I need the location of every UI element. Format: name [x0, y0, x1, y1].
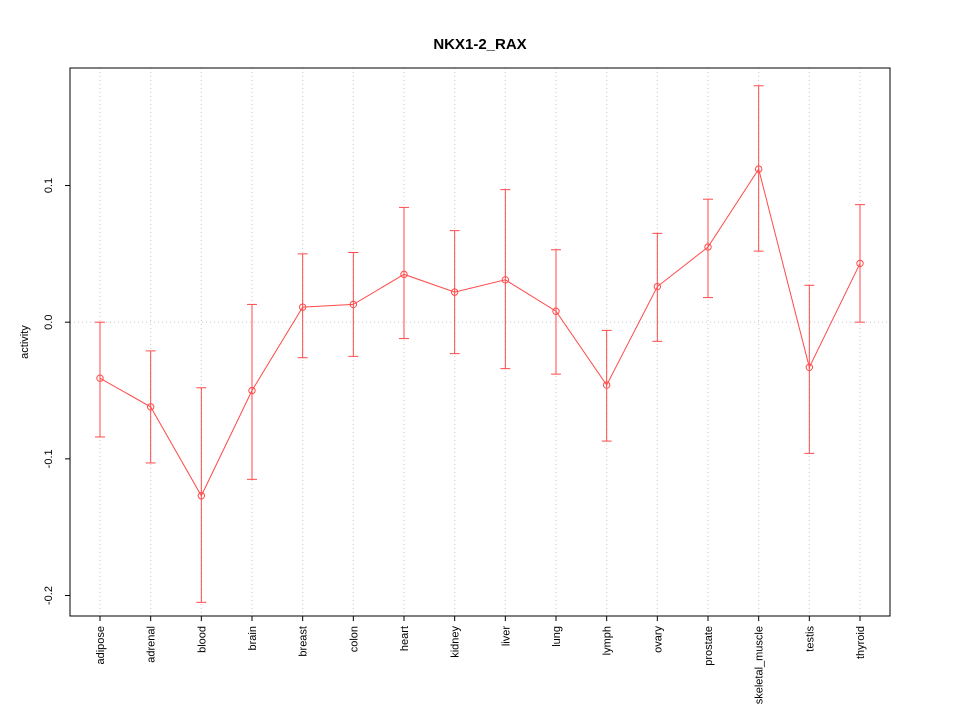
x-tick-label: adipose: [95, 626, 107, 665]
x-tick-label: lymph: [602, 626, 614, 655]
x-tick-label: kidney: [450, 626, 462, 658]
data-point-marker: [602, 381, 611, 389]
data-point-marker: [653, 282, 662, 291]
x-tick-label: blood: [196, 626, 208, 653]
x-tick-label: prostate: [703, 626, 715, 666]
x-tick-label: breast: [298, 626, 310, 657]
data-point-marker: [501, 276, 510, 284]
x-tick-label: testis: [804, 626, 816, 652]
y-tick-label: 0.1: [43, 178, 55, 193]
data-point-marker: [146, 403, 155, 411]
data-point-marker: [754, 165, 763, 173]
x-tick-label: colon: [348, 626, 360, 652]
x-tick-label: heart: [399, 626, 411, 651]
data-point-marker: [248, 386, 256, 395]
data-point-marker: [805, 363, 814, 371]
plot-border: [69, 67, 891, 617]
x-tick-label: ovary: [652, 626, 664, 653]
y-tick-label: -0.1: [43, 449, 55, 468]
data-point-marker: [704, 243, 712, 251]
x-tick-label: brain: [247, 626, 259, 650]
chart-title: NKX1-2_RAX: [433, 36, 527, 53]
x-tick-label: lung: [551, 626, 563, 647]
x-tick-label: skeletal_muscle: [754, 626, 766, 704]
x-tick-label: liver: [500, 626, 512, 647]
data-point-marker: [197, 492, 206, 500]
data-point-marker: [856, 259, 864, 268]
data-point-marker: [552, 307, 560, 315]
y-tick-label: -0.2: [43, 586, 55, 605]
y-tick-label: 0.0: [43, 315, 55, 330]
data-point-marker: [96, 374, 104, 382]
data-point-marker: [298, 303, 307, 311]
data-point-marker: [400, 270, 408, 279]
x-tick-label: thyroid: [855, 626, 867, 659]
series-line: [99, 167, 861, 497]
data-point-marker: [450, 288, 459, 296]
x-tick-label: adrenal: [146, 626, 158, 663]
data-point-marker: [349, 300, 358, 309]
